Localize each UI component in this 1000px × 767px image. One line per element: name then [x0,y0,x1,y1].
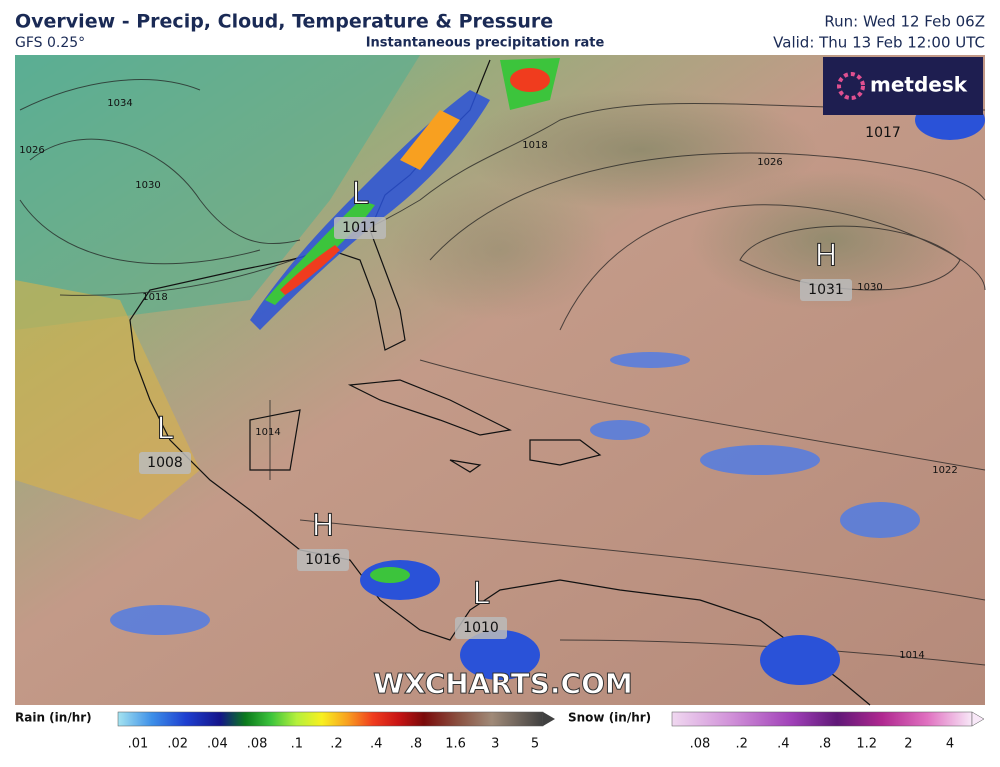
logo-box [823,57,983,115]
model: GFS 0.25° [15,35,85,51]
rain-cell [700,445,820,475]
isobar-label: 1014 [255,427,280,438]
isobar-label: 1014 [899,650,924,661]
pressure-letter: L [157,412,174,447]
isobar-label: 1017 [865,125,901,141]
rain-tick-label: .02 [167,737,188,752]
rain-tick-label: .01 [128,737,149,752]
pressure-letter: H [815,239,838,274]
pressure-value: 1011 [342,220,378,236]
pressure-value-box [297,549,349,571]
rain-cell [460,630,540,680]
cold-airmass [15,55,420,330]
snow-colorbar-arrow [971,711,985,727]
rain-heavy [280,245,340,295]
rain-cell [110,605,210,635]
pressure-letter: L [473,577,490,612]
rain-cell [610,352,690,368]
watermark: WXCHARTS.COM [373,667,633,700]
title: Overview - Precip, Cloud, Temperature & … [15,11,553,33]
subtitle: Instantaneous precipitation rate [366,36,605,51]
pressure-value: 1010 [463,620,499,636]
cloud [460,90,820,210]
isobar-label: 1034 [107,98,132,109]
pressure-letter: L [352,177,369,212]
rain-tick-label: .8 [410,737,422,752]
snow-tick-label: .2 [735,737,747,752]
snow-tick-label: 4 [946,737,954,752]
rain-tick-label: .4 [370,737,382,752]
isobar-label: 1018 [142,292,167,303]
snow-legend-label: Snow (in/hr) [568,711,651,725]
logo-icon [837,72,865,100]
rain-colorbar-arrow [543,712,555,726]
pressure-letter: H [312,509,335,544]
map-labels: L 1011 H 1031 L 1008 H 1016 L 1010 1034 1030 1026 101… [19,98,957,661]
rain-cell [590,420,650,440]
rain-legend-label: Rain (in/hr) [15,711,92,725]
rain-cell [370,567,410,583]
rain-tick-label: 5 [531,737,539,752]
rain-heavy [510,68,550,92]
legend-ticks: .01 .02 .04 .08 .1 .2 .4 .8 1.6 3 5 .08 .2 .4 .8 1.2 2 4 [128,737,954,752]
isobar-label: 1018 [522,140,547,151]
pressure-value-box [139,452,191,474]
rain-tick-label: 1.6 [445,737,466,752]
run-time: Run: Wed 12 Feb 06Z [824,13,985,31]
valid-time: Valid: Thu 13 Feb 12:00 UTC [773,34,985,52]
isobar-label: 1030 [135,180,160,191]
isobar-label: 1026 [19,145,44,156]
snow-colorbar [671,711,973,727]
pressure-value-box [800,279,852,301]
snow-tick-label: 2 [904,737,912,752]
rain-cell [840,502,920,538]
precipitation [110,58,985,685]
isobar-label: 1026 [757,157,782,168]
rain-tick-label: .08 [247,737,268,752]
rain-colorbar [117,711,544,727]
coastlines [129,59,871,706]
pressure-value: 1016 [305,552,341,568]
pressure-value: 1031 [808,282,844,298]
rain-tick-label: .04 [207,737,228,752]
rain-tick-label: 3 [491,737,499,752]
rain-cell [760,635,840,685]
logo-text: metdesk [870,73,968,97]
pressure-value-box [334,217,386,239]
isobar-label: 1030 [857,282,882,293]
pressure-value: 1008 [147,455,183,471]
isobar-label: 1022 [932,465,957,476]
rain-tick-label: .2 [330,737,342,752]
snow-tick-label: 1.2 [856,737,877,752]
snow-tick-label: .8 [819,737,831,752]
snow-tick-label: .08 [690,737,711,752]
pressure-value-box [455,617,507,639]
map-area: L 1011 H 1031 L 1008 H 1016 L 1010 1034 1030 1026 101… [15,55,986,706]
rain-heavy [400,110,460,170]
snow-tick-label: .4 [777,737,789,752]
cloud [390,180,610,320]
rain-tick-label: .1 [291,737,303,752]
isobars [19,79,986,666]
